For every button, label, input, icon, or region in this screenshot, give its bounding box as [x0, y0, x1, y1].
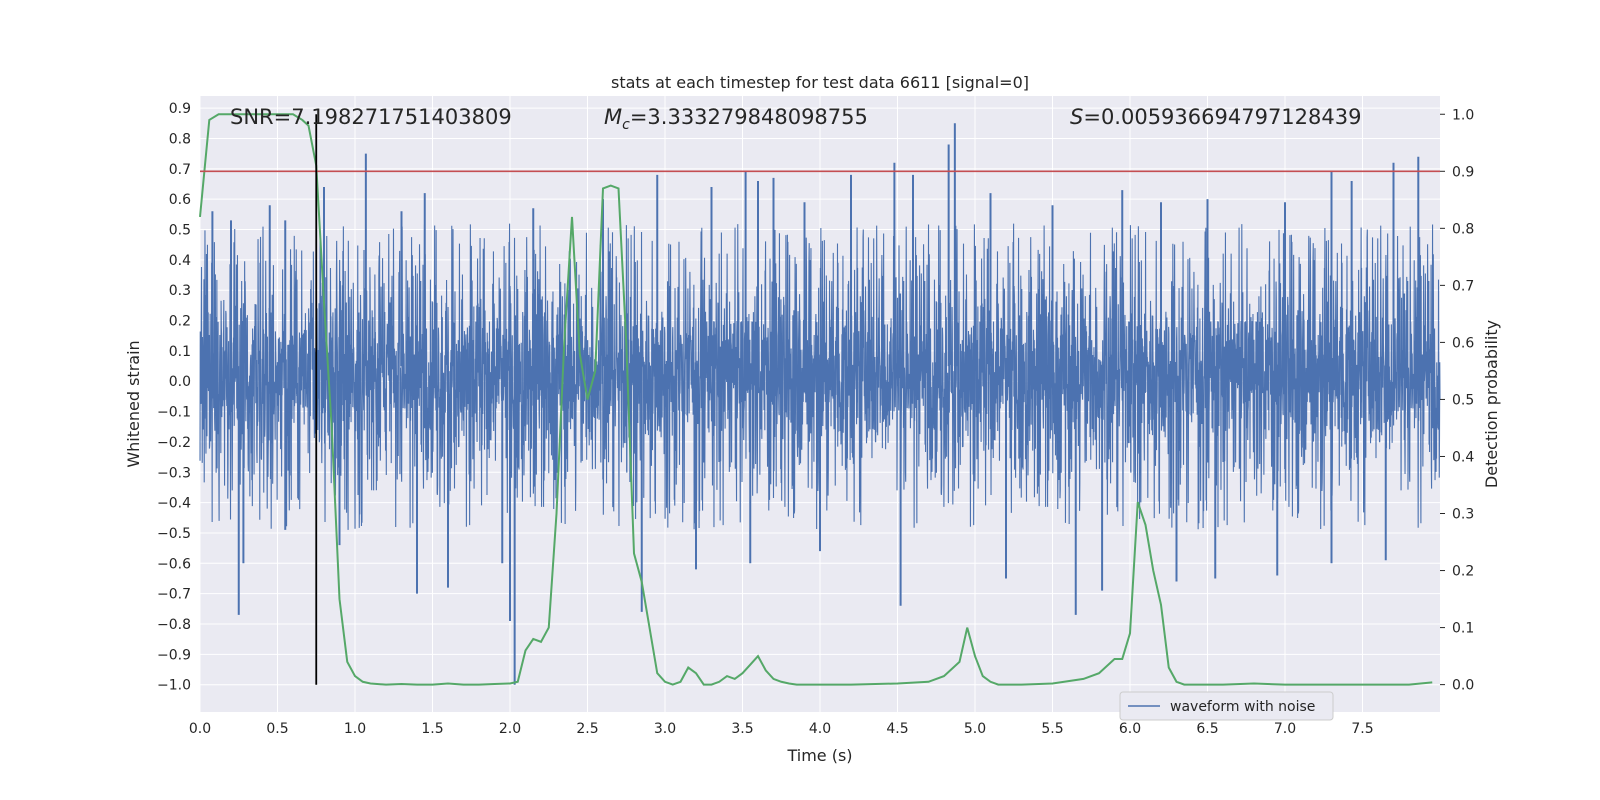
- chart-title: stats at each timestep for test data 661…: [611, 73, 1029, 92]
- y-left-tick-label: −0.9: [157, 647, 191, 663]
- y-right-tick-label: 0.3: [1452, 507, 1474, 523]
- y-left-tick-label: −0.5: [157, 526, 191, 542]
- x-tick-label: 7.5: [1351, 721, 1373, 737]
- x-tick-label: 6.5: [1196, 721, 1218, 737]
- y-left-tick-label: 0.4: [169, 253, 191, 269]
- y-left-tick-label: 0.5: [169, 223, 191, 239]
- y-left-tick-label: 0.0: [169, 374, 191, 390]
- x-tick-label: 1.0: [344, 721, 366, 737]
- legend: waveform with noise: [1119, 691, 1334, 721]
- legend-label: waveform with noise: [1170, 699, 1315, 715]
- y-left-tick-label: 0.3: [169, 283, 191, 299]
- legend-box: [1119, 691, 1334, 721]
- y-left-tick-label: 0.9: [169, 101, 191, 117]
- x-tick-label: 0.0: [189, 721, 211, 737]
- y-right-tick-labels: 1.0 0.9 0.8 0.7 0.6 0.5 0.4 0.3 0.2 0.1 0.0: [1440, 107, 1474, 694]
- y-left-tick-label: −0.8: [157, 617, 191, 633]
- y-left-tick-label: −0.3: [157, 465, 191, 481]
- x-tick-label: 6.0: [1119, 721, 1141, 737]
- y-left-tick-label: 0.7: [169, 162, 191, 178]
- y-left-tick-label: −0.2: [157, 435, 191, 451]
- x-tick-label: 1.5: [421, 721, 443, 737]
- detection-probability-line: [199, 113, 1433, 686]
- y-right-tick-label: 0.7: [1452, 278, 1474, 294]
- y-right-tick-label: 0.4: [1452, 449, 1474, 465]
- overlay-lines: [200, 114, 1440, 685]
- x-tick-label: 5.5: [1041, 721, 1063, 737]
- x-tick-label: 3.0: [654, 721, 676, 737]
- y-right-tick-label: 0.8: [1452, 221, 1474, 237]
- y-right-tick-label: 0.6: [1452, 335, 1474, 351]
- x-tick-label: 5.0: [964, 721, 986, 737]
- x-tick-label: 7.0: [1274, 721, 1296, 737]
- waveform-series: [199, 123, 1441, 685]
- chirp-mass-annotation: Mc=3.333279848098755: [604, 105, 868, 133]
- x-axis-label: Time (s): [786, 746, 852, 765]
- y-left-tick-label: −0.7: [157, 587, 191, 603]
- y-left-tick-label: −0.6: [157, 556, 191, 572]
- y-left-tick-label: −0.4: [157, 496, 191, 512]
- y-right-tick-label: 0.1: [1452, 621, 1474, 637]
- x-tick-label: 4.5: [886, 721, 908, 737]
- y-right-tick-label: 0.9: [1452, 164, 1474, 180]
- y-left-tick-labels: 0.9 0.8 0.7 0.6 0.5 0.4 0.3 0.2 0.1 0.0 −0.1 −0.2 −0…: [157, 101, 191, 694]
- snr-annotation: SNR=7.198271751403809: [230, 105, 512, 129]
- x-tick-label: 3.5: [731, 721, 753, 737]
- y-left-tick-label: −1.0: [157, 678, 191, 694]
- y-left-tick-label: −0.1: [157, 405, 191, 421]
- y-axis-label-left: Whitened strain: [124, 340, 143, 467]
- x-tick-label: 4.0: [809, 721, 831, 737]
- y-left-tick-label: 0.8: [169, 131, 191, 147]
- y-axis-label-right: Detection probability: [1482, 320, 1501, 488]
- x-tick-label: 2.0: [499, 721, 521, 737]
- y-left-tick-label: 0.2: [169, 314, 191, 330]
- s-annotation: S=0.005936694797128439: [1070, 105, 1361, 129]
- y-right-tick-label: 0.5: [1452, 392, 1474, 408]
- x-tick-label: 0.5: [266, 721, 288, 737]
- y-left-tick-label: 0.6: [169, 192, 191, 208]
- x-tick-label: 2.5: [576, 721, 598, 737]
- probability-series: [199, 113, 1433, 686]
- x-tick-labels: 0.0 0.5 1.0 1.5 2.0 2.5 3.0 3.5 4.0 4.5 5.0 5.5 6.0 6…: [189, 721, 1374, 737]
- y-right-tick-label: 0.0: [1452, 678, 1474, 694]
- y-left-tick-label: 0.1: [169, 344, 191, 360]
- y-right-tick-label: 0.2: [1452, 564, 1474, 580]
- y-right-tick-label: 1.0: [1452, 107, 1474, 123]
